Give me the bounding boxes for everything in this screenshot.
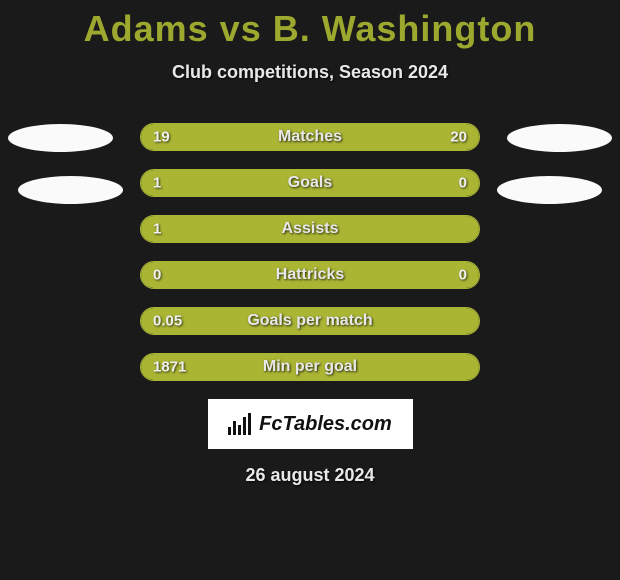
- stat-value-left: 1871: [153, 359, 186, 376]
- date-text: 26 august 2024: [0, 465, 620, 486]
- stat-value-left: 0.05: [153, 313, 182, 330]
- player-photo-placeholder-left-1: [8, 124, 113, 152]
- stat-label: Goals: [288, 174, 332, 192]
- stat-fill-left: [141, 170, 411, 196]
- player-photo-placeholder-left-2: [18, 176, 123, 204]
- stat-value-left: 0: [153, 267, 161, 284]
- player-photo-placeholder-right-2: [497, 176, 602, 204]
- player-photo-placeholder-right-1: [507, 124, 612, 152]
- stat-value-left: 1: [153, 175, 161, 192]
- stat-row: 0 0 Hattricks: [140, 261, 480, 289]
- stat-value-right: 0: [459, 175, 467, 192]
- stat-row: 0.05 Goals per match: [140, 307, 480, 335]
- logo-text: FcTables.com: [259, 413, 392, 436]
- stat-fill-right: [411, 170, 479, 196]
- stats-container: 19 20 Matches 1 0 Goals 1 Assists 0 0 Hattricks 0.0…: [0, 123, 620, 381]
- logo-box: FcTables.com: [208, 399, 413, 449]
- comparison-subtitle: Club competitions, Season 2024: [0, 62, 620, 83]
- stat-label: Goals per match: [247, 312, 372, 330]
- stat-value-left: 1: [153, 221, 161, 238]
- chart-icon: [228, 413, 253, 435]
- stat-label: Assists: [282, 220, 339, 238]
- stat-label: Hattricks: [276, 266, 344, 284]
- stat-value-right: 20: [450, 129, 467, 146]
- comparison-title: Adams vs B. Washington: [0, 0, 620, 50]
- stat-value-left: 19: [153, 129, 170, 146]
- stat-value-right: 0: [459, 267, 467, 284]
- stat-row: 1 Assists: [140, 215, 480, 243]
- stat-label: Matches: [278, 128, 342, 146]
- stat-label: Min per goal: [263, 358, 357, 376]
- stat-row: 19 20 Matches: [140, 123, 480, 151]
- stat-row: 1871 Min per goal: [140, 353, 480, 381]
- stat-row: 1 0 Goals: [140, 169, 480, 197]
